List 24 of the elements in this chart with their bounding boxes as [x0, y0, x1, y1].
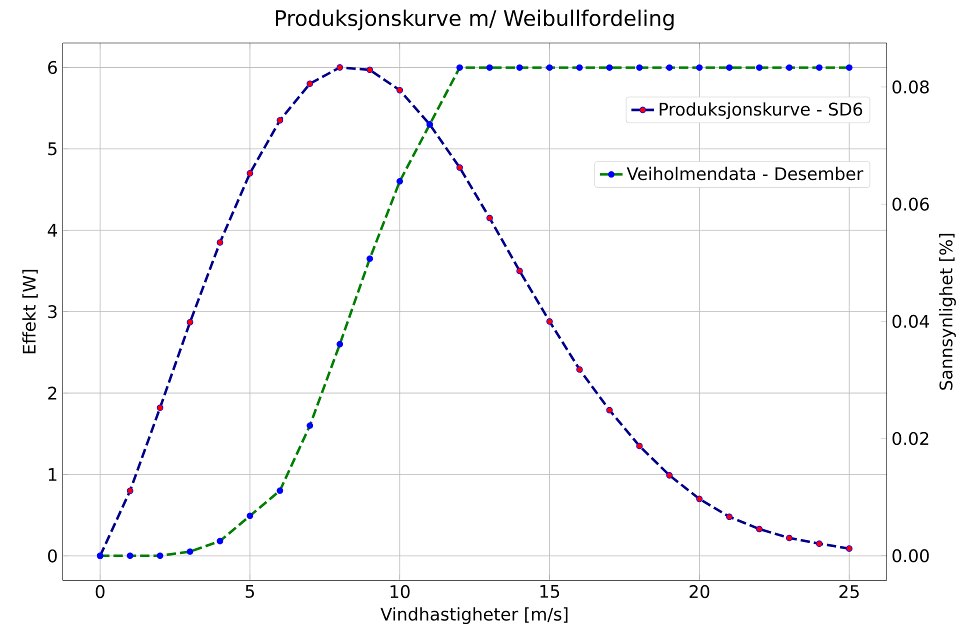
x-tick-label: 25	[839, 585, 859, 598]
y-tick-label: 4	[48, 224, 57, 237]
y2-tick-label: 0.02	[892, 432, 928, 446]
y2-tick-label: 0.06	[892, 198, 929, 211]
x-tick-label: 15	[540, 585, 560, 598]
y-tick-label: 2	[48, 386, 56, 400]
y2-axis-title: Sannsynlighet [%]	[939, 234, 956, 390]
x-tick-label: 0	[96, 585, 104, 598]
y-tick-label: 0	[48, 549, 57, 562]
x-axis-title: Vindhastigheter [m/s]	[380, 607, 568, 624]
y-tick-label: 3	[48, 305, 57, 318]
chart-title: Produksjonskurve m/ Weibullfordeling	[276, 10, 674, 30]
y-tick-label: 6	[48, 60, 57, 74]
x-tick-label: 10	[390, 585, 410, 598]
y2-tick-label: 0.08	[892, 80, 929, 94]
legend-label: Veiholmendata - Desember	[626, 166, 864, 180]
y-axis-title: Effekt [W]	[22, 270, 38, 354]
y-tick-label: 1	[48, 468, 56, 481]
y-tick-label: 5	[48, 142, 56, 156]
y2-tick-label: 0.04	[892, 314, 929, 328]
x-tick-label: 20	[690, 585, 710, 598]
x-tick-label: 5	[246, 585, 254, 598]
y2-tick-label: 0.00	[892, 549, 929, 562]
legend-label: Produksjonskurve - SD6	[660, 102, 862, 120]
